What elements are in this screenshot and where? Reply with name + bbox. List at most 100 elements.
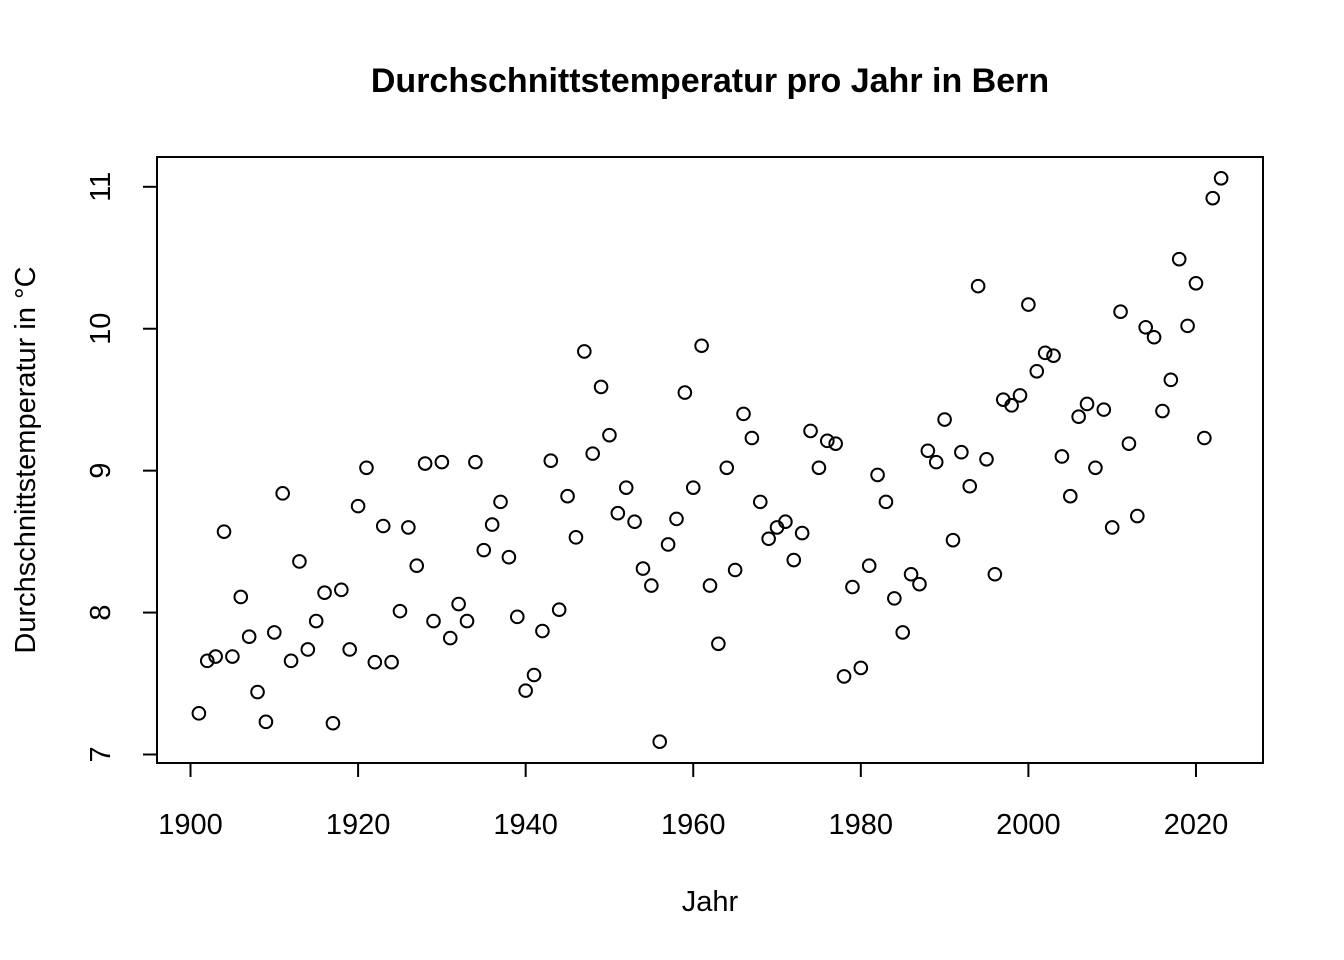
data-point xyxy=(719,460,735,476)
data-point xyxy=(1205,190,1221,206)
data-point xyxy=(577,344,592,359)
data-point xyxy=(1029,363,1045,379)
data-point xyxy=(241,629,257,644)
data-point xyxy=(836,669,852,684)
data-point xyxy=(267,625,282,640)
data-point xyxy=(442,630,458,646)
x-tick-label: 1920 xyxy=(326,809,391,841)
data-point xyxy=(451,596,466,612)
data-point xyxy=(342,642,358,657)
data-point xyxy=(1071,409,1086,425)
data-point xyxy=(677,385,693,400)
data-point xyxy=(417,456,433,471)
data-point xyxy=(493,494,508,510)
x-tick-label: 1940 xyxy=(493,809,558,841)
data-point xyxy=(1130,508,1145,524)
data-point xyxy=(317,585,332,600)
data-point xyxy=(744,430,760,446)
data-point xyxy=(225,649,240,664)
data-point xyxy=(258,714,274,730)
y-tick-label: 11 xyxy=(85,172,117,202)
data-points xyxy=(191,170,1229,750)
y-axis: 7 8 9 10 11 xyxy=(85,172,158,763)
data-point xyxy=(526,667,542,683)
data-point xyxy=(861,558,877,574)
data-point xyxy=(928,454,944,470)
data-point xyxy=(367,654,383,670)
data-point xyxy=(1155,403,1170,419)
data-point xyxy=(300,642,316,657)
data-point xyxy=(275,486,290,501)
data-point xyxy=(618,480,634,495)
data-point xyxy=(811,460,827,476)
data-point xyxy=(518,683,533,698)
data-point xyxy=(853,660,869,676)
x-axis-label: Jahr xyxy=(682,886,739,918)
data-point xyxy=(199,653,215,669)
data-point xyxy=(350,498,366,514)
data-point xyxy=(1079,396,1095,412)
data-point xyxy=(610,505,626,521)
data-point xyxy=(334,582,349,598)
data-point xyxy=(476,542,492,558)
y-axis-label: Durchschnittstemperatur in °C xyxy=(10,266,42,653)
data-point xyxy=(1171,251,1187,267)
data-point xyxy=(191,706,207,721)
data-point xyxy=(820,433,835,449)
x-tick-label: 1980 xyxy=(829,809,894,841)
data-point xyxy=(602,427,617,443)
chart-title: Durchschnittstemperatur pro Jahr in Bern xyxy=(371,62,1049,100)
data-point xyxy=(392,603,408,619)
data-point xyxy=(828,436,843,451)
data-point xyxy=(1062,488,1078,504)
data-point xyxy=(568,530,584,545)
data-point xyxy=(912,576,927,592)
data-point xyxy=(1054,449,1070,464)
data-point xyxy=(845,579,860,595)
data-point xyxy=(702,578,718,593)
data-point xyxy=(954,444,969,460)
data-point xyxy=(761,531,776,547)
data-point xyxy=(375,518,391,534)
data-point xyxy=(585,446,600,461)
data-point xyxy=(878,494,894,510)
data-point xyxy=(1004,398,1019,413)
data-point xyxy=(359,460,374,476)
data-point xyxy=(736,406,751,422)
y-tick-label: 7 xyxy=(85,746,117,762)
plot-frame xyxy=(156,156,1264,764)
data-point xyxy=(216,524,232,539)
data-point xyxy=(1213,170,1229,186)
y-tick-label: 8 xyxy=(85,604,117,620)
data-point xyxy=(1021,297,1036,312)
data-point xyxy=(484,517,500,532)
data-point xyxy=(1163,372,1179,388)
data-point xyxy=(459,613,475,629)
data-point xyxy=(660,537,676,552)
data-point xyxy=(1138,320,1153,335)
data-point xyxy=(593,379,609,395)
data-point xyxy=(233,589,249,605)
x-tick-label: 2000 xyxy=(996,809,1061,841)
data-point xyxy=(1113,304,1128,319)
data-point xyxy=(409,558,425,574)
data-point xyxy=(937,412,952,427)
data-point xyxy=(794,525,810,541)
data-point xyxy=(644,578,659,593)
data-point xyxy=(1104,520,1120,535)
data-point xyxy=(551,602,567,618)
data-point xyxy=(752,494,768,510)
data-point xyxy=(627,514,642,530)
data-point xyxy=(962,478,978,494)
x-tick-label: 2020 xyxy=(1164,809,1229,841)
data-point xyxy=(945,532,961,548)
data-point xyxy=(560,488,575,504)
data-point xyxy=(543,453,559,469)
data-point xyxy=(635,561,651,576)
data-point xyxy=(669,511,684,527)
data-point xyxy=(903,566,919,582)
data-point xyxy=(509,609,525,625)
data-point xyxy=(694,338,709,354)
data-point xyxy=(778,514,793,530)
